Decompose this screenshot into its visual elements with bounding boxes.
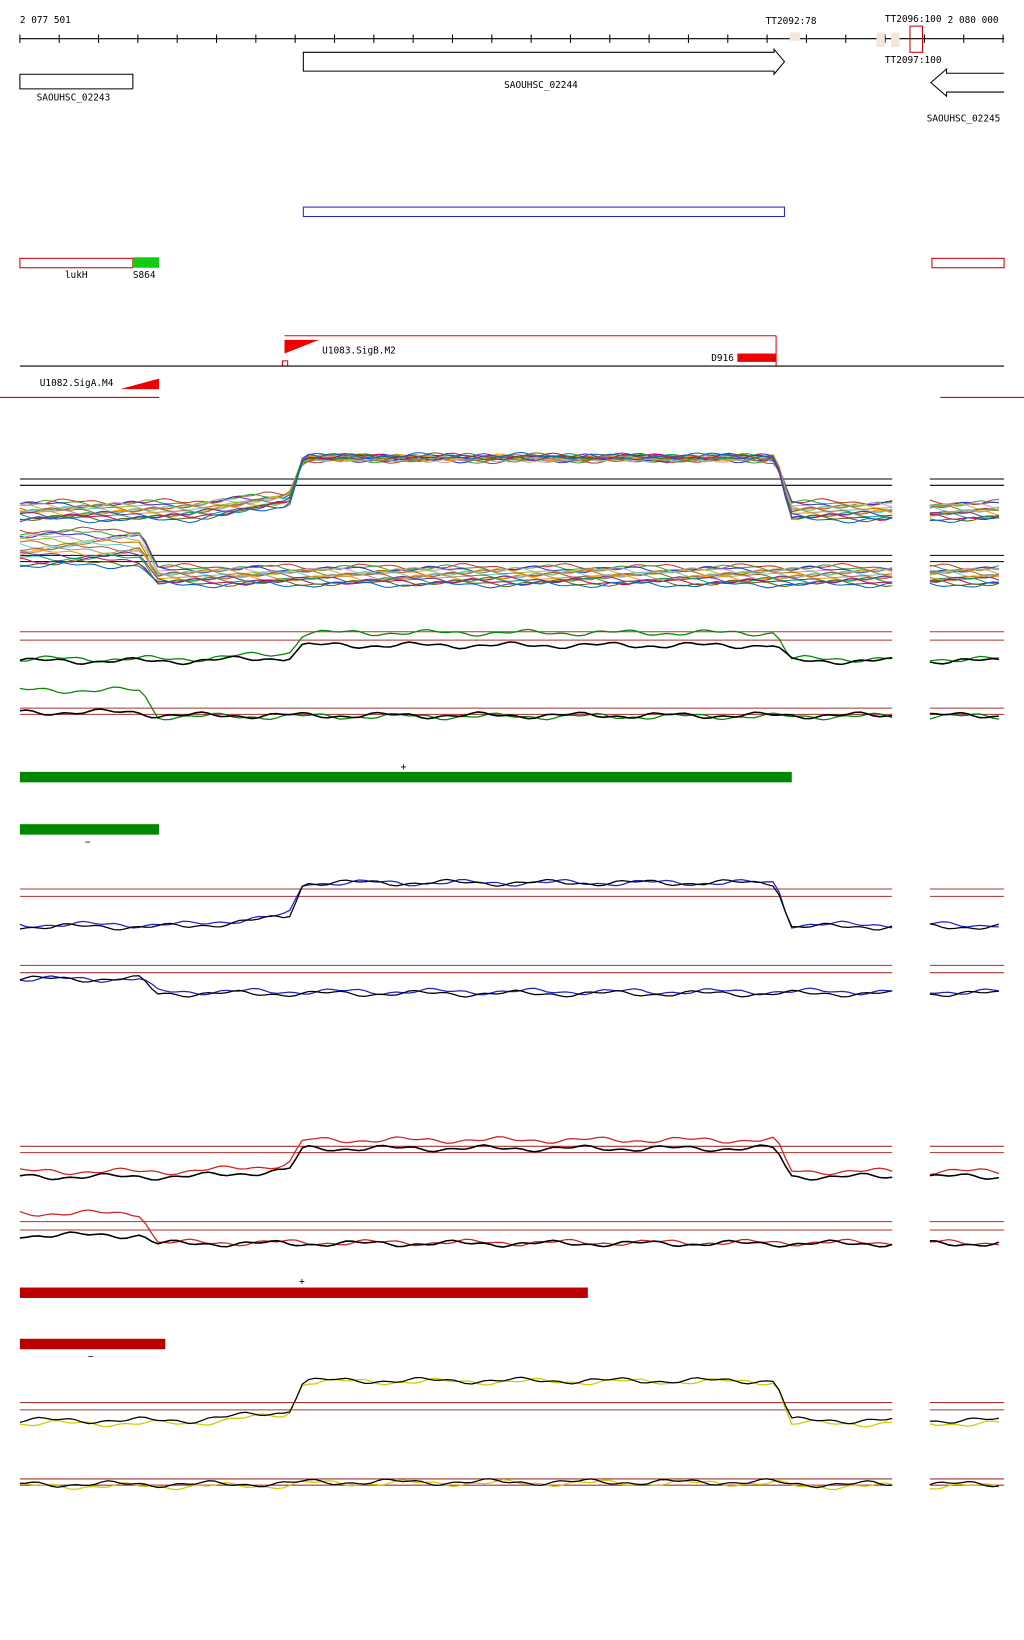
promoter-flag: [120, 366, 160, 390]
profile-line: [19, 561, 893, 589]
gene-arrow: [302, 47, 786, 76]
profile-line: [929, 923, 1000, 930]
profile-line: [929, 515, 999, 522]
profile-line: [929, 711, 999, 719]
profile-line: [19, 559, 893, 588]
profile-line: [929, 516, 999, 523]
profile-line: [929, 579, 1000, 587]
strand-bar: [19, 1338, 166, 1350]
profile-line: [929, 512, 999, 519]
profile-line: [19, 454, 893, 513]
profile-line: [929, 988, 999, 995]
promoter-flag: [284, 339, 320, 364]
profile-line: [19, 455, 893, 509]
profile-line: [929, 1168, 1000, 1176]
terminator-label: TT2096:100: [885, 14, 942, 25]
terminator-label: TT2092:78: [766, 16, 817, 27]
profile-line: [929, 1238, 999, 1246]
profile-line: [929, 501, 999, 509]
profile-line: [19, 455, 893, 508]
strand-bar: [19, 771, 792, 783]
profile-line: [929, 581, 999, 588]
profile-line: [19, 641, 893, 666]
profile-line: [929, 1173, 1000, 1180]
strand-bar: [19, 1287, 588, 1298]
profile-line: [929, 655, 999, 663]
profile-line: [19, 451, 893, 524]
ruler-start: 2 077 501: [20, 15, 71, 26]
profile-line: [929, 1417, 999, 1424]
profile-line: [929, 921, 999, 928]
profile-line: [929, 566, 999, 573]
gene: [19, 73, 134, 90]
profile-line: [929, 507, 999, 515]
gene-label: SAOUHSC_02244: [504, 80, 578, 91]
gene-label: SAOUHSC_02245: [927, 113, 1001, 124]
profile-line: [19, 454, 893, 514]
profile-line: [19, 453, 893, 516]
profile-line: [19, 529, 893, 573]
profile-line: [929, 990, 999, 998]
terminator: [891, 32, 900, 48]
feature-label: S864: [133, 270, 156, 281]
profile-line: [19, 531, 893, 574]
strand-label: −: [88, 1352, 94, 1363]
transcript: [302, 206, 785, 218]
profile-line: [929, 1483, 1000, 1490]
profile-line: [19, 452, 893, 520]
terminator-label: TT2097:100: [885, 55, 942, 66]
profile-line: [19, 554, 893, 585]
profile-line: [19, 878, 893, 931]
strand-label: +: [401, 762, 407, 773]
profile-line: [19, 1376, 893, 1425]
profile-line: [929, 713, 999, 720]
profile-line: [19, 548, 893, 583]
profile-line: [19, 628, 893, 663]
ruler-end: 2 080 000: [948, 15, 999, 26]
terminator: [789, 32, 801, 41]
profile-line: [19, 1136, 893, 1176]
profile-line: [19, 975, 893, 996]
profile-line: [19, 544, 893, 580]
profile-line: [19, 456, 893, 506]
profile-line: [19, 975, 893, 998]
terminator: [876, 32, 885, 48]
profile-line: [19, 686, 893, 721]
gene-arrow: [930, 67, 1005, 98]
profile-line: [19, 1231, 893, 1248]
promoter-label: U1083.SigB.M2: [322, 346, 396, 357]
ruler-ticks: [19, 34, 1004, 43]
profile-line: [929, 1420, 999, 1427]
profile-line: [19, 526, 893, 571]
profile-line: [19, 878, 893, 929]
promoter-mark: [281, 360, 289, 367]
expression-profiles: [19, 451, 1005, 1491]
strand-label: +: [299, 1276, 305, 1287]
profile-line: [19, 546, 893, 581]
feature: [737, 353, 777, 362]
profile-line: [19, 1144, 893, 1181]
profile-line: [929, 657, 999, 665]
profile-line: [929, 1239, 1000, 1247]
promoter-label: U1082.SigA.M4: [40, 378, 114, 389]
feature: [931, 257, 1005, 269]
terminator: [909, 25, 924, 53]
feature-label: lukH: [65, 270, 88, 281]
profile-line: [19, 1478, 893, 1489]
feature-label: D916: [711, 353, 734, 364]
strand-bar: [19, 824, 160, 835]
feature: [19, 257, 134, 269]
profile-line: [929, 570, 999, 578]
feature: [132, 257, 160, 268]
strand-label: −: [85, 837, 91, 848]
gene-label: SAOUHSC_02243: [37, 92, 111, 103]
profile-line: [19, 708, 893, 720]
profile-line: [929, 1481, 999, 1488]
profile-line: [19, 452, 893, 521]
